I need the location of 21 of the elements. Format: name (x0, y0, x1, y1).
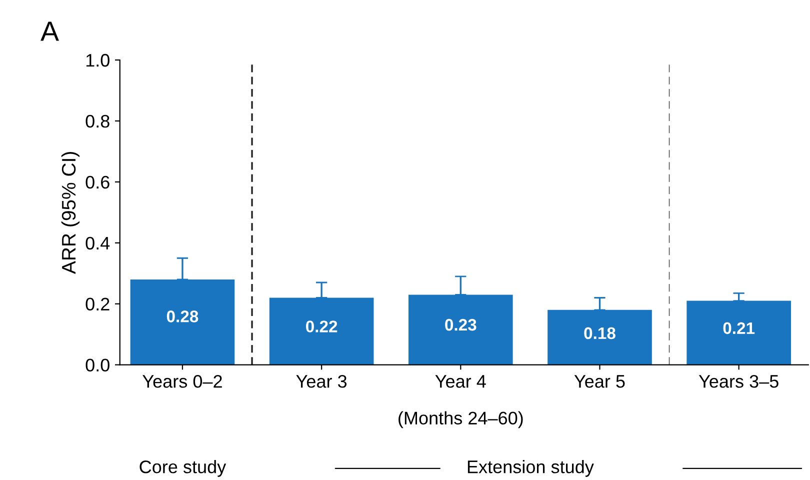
data-label: 0.21 (723, 322, 755, 334)
data-label: 0.18 (584, 327, 616, 340)
y-tick-label: 0.2 (86, 298, 110, 311)
text: Core study (140, 460, 226, 477)
x-tick-label: Year 5 (574, 375, 625, 388)
y-tick-label: 0.4 (86, 236, 110, 250)
y-tick-label: 0.8 (86, 114, 110, 128)
data-label: 0.28 (166, 310, 198, 322)
data-label: 0.23 (445, 318, 476, 331)
text: (Months 24–60) (398, 411, 523, 428)
x-tick-label: Year 4 (435, 375, 486, 388)
y-tick-label: 0.6 (86, 176, 110, 189)
x-tick-label: Year 3 (296, 375, 347, 388)
data-label: 0.22 (306, 320, 338, 332)
chart-title: A (40, 22, 59, 41)
y-tick-label: 0.0 (86, 358, 110, 372)
text: Extension study (468, 460, 594, 477)
x-tick-label: Years 3–5 (698, 375, 778, 388)
y-axis-title: ARR (95% CI) (61, 152, 80, 274)
x-tick-label: Years 0–2 (142, 375, 222, 388)
y-tick-label: 1.0 (86, 54, 110, 67)
